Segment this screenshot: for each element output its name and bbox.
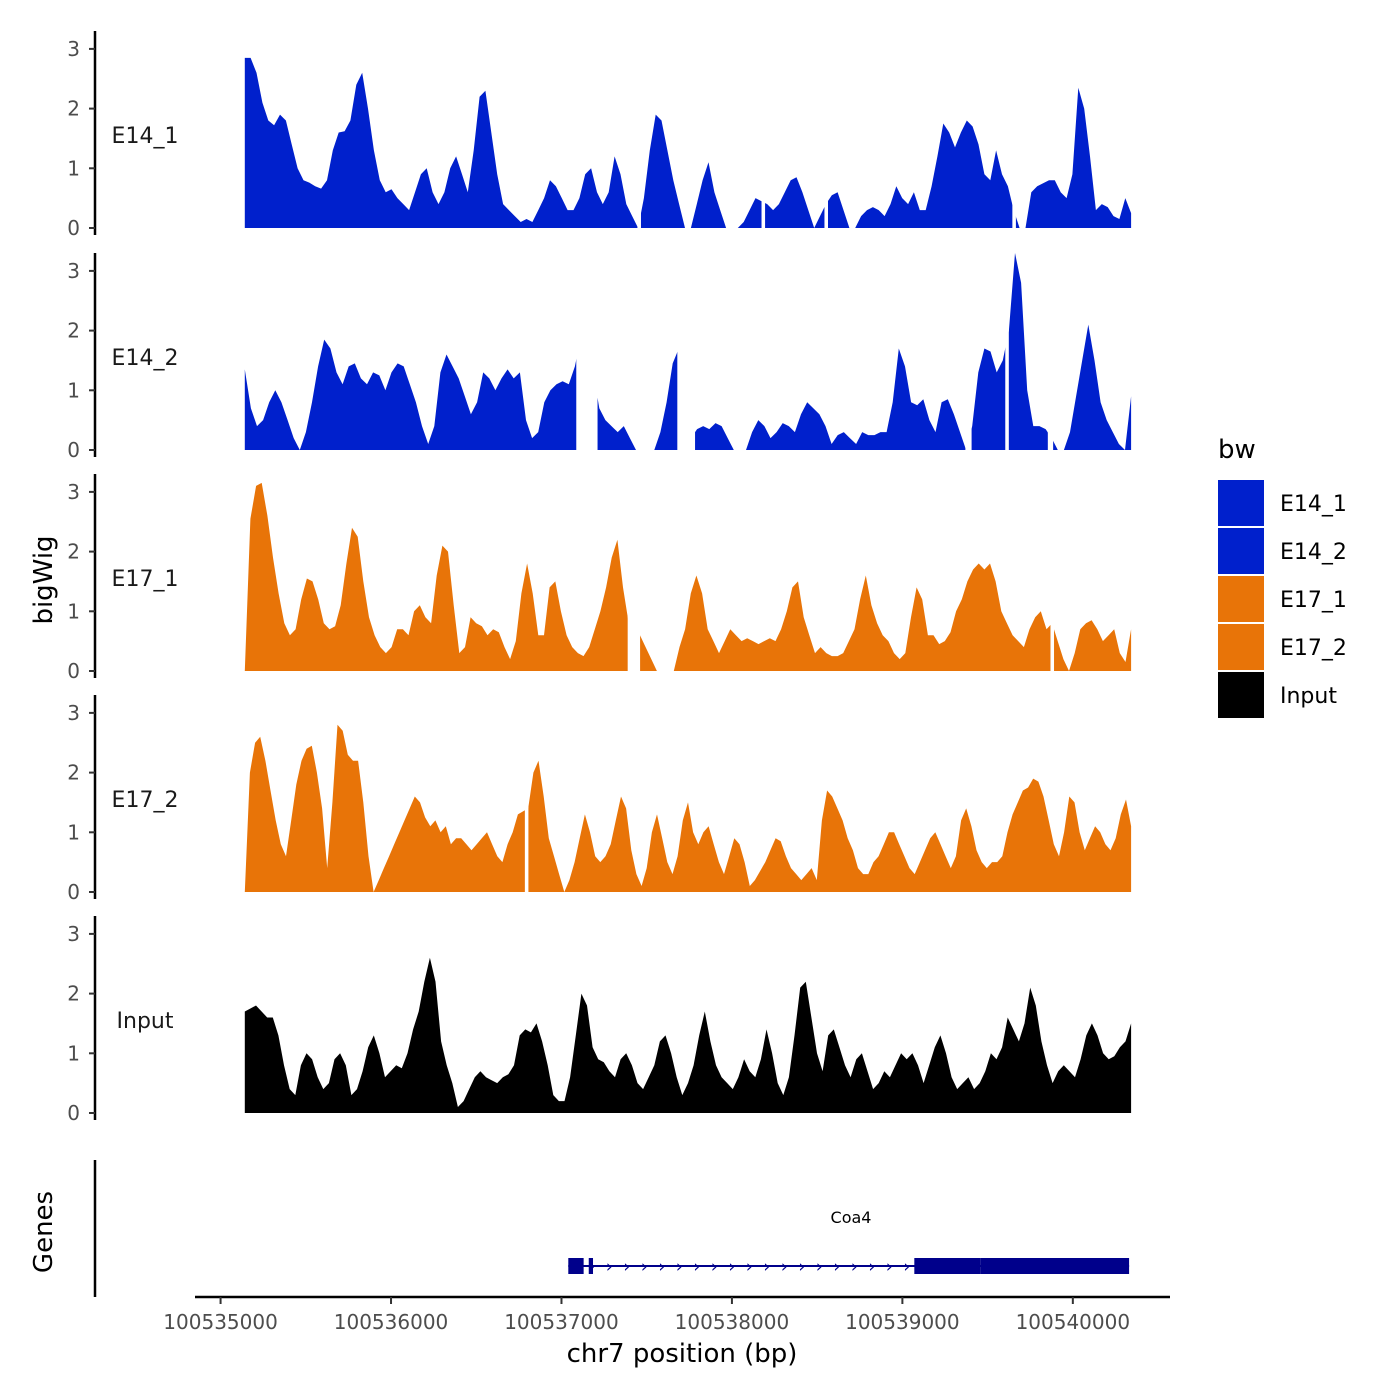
- track-label: E14_2: [112, 346, 179, 371]
- strand-arrow: ›: [798, 1257, 805, 1277]
- gene-exon: [980, 1258, 1130, 1274]
- strand-arrow: ›: [903, 1257, 910, 1277]
- y-tick-label: 0: [67, 438, 80, 462]
- coverage-gap: [1005, 245, 1009, 451]
- coverage-gap: [677, 245, 696, 451]
- track-label: E17_2: [112, 788, 179, 813]
- strand-arrow: ›: [851, 1257, 858, 1277]
- y-tick-label: 1: [67, 599, 80, 623]
- gene-exon: [588, 1258, 594, 1274]
- coverage-gap: [761, 23, 766, 229]
- legend-key-E14_1: [1218, 480, 1264, 526]
- track-E17_2: 0 1 2 3 E17_2: [67, 687, 1132, 904]
- strand-arrow: ›: [868, 1257, 875, 1277]
- legend-title: bw: [1218, 435, 1256, 465]
- x-axis-title: chr7 position (bp): [567, 1339, 798, 1369]
- x-tick-label: 100538000: [675, 1310, 790, 1334]
- y-tick-label: 0: [67, 216, 80, 240]
- gene-label: Coa4: [831, 1208, 872, 1227]
- y-tick-label: 2: [67, 761, 80, 785]
- gene-exon: [914, 1258, 981, 1274]
- track-E14_1: 0 1 2 3 E14_1: [67, 23, 1132, 240]
- coverage-gap: [524, 687, 529, 893]
- y-tick-label: 2: [67, 97, 80, 121]
- coverage-gap: [1050, 466, 1055, 672]
- y-axis-title: bigWig: [29, 535, 59, 624]
- gene-exon: [568, 1258, 584, 1274]
- legend-label: E14_1: [1280, 492, 1347, 517]
- legend-key-E17_2: [1218, 624, 1264, 670]
- y-tick-label: 3: [67, 37, 80, 61]
- coverage-gap: [576, 245, 598, 451]
- y-tick-label: 0: [67, 1101, 80, 1125]
- strand-arrow: ›: [833, 1257, 840, 1277]
- strand-arrow: ›: [693, 1257, 700, 1277]
- y-tick-label: 0: [67, 880, 80, 904]
- strand-arrow: ›: [886, 1257, 893, 1277]
- coverage-gap: [627, 466, 641, 672]
- y-tick-label: 3: [67, 701, 80, 725]
- coverage-gap: [1047, 245, 1054, 451]
- y-tick-label: 0: [67, 659, 80, 683]
- coverage-gap: [824, 23, 828, 229]
- track-E14_2: 0 1 2 3 E14_2: [67, 245, 1132, 462]
- legend-key-E17_1: [1218, 576, 1264, 622]
- signal-area-Input: [244, 957, 1132, 1113]
- y-tick-label: 3: [67, 480, 80, 504]
- track-label: E14_1: [112, 124, 179, 149]
- y-tick-label: 2: [67, 982, 80, 1006]
- strand-arrow: ›: [816, 1257, 823, 1277]
- x-tick-label: 100536000: [334, 1310, 449, 1334]
- strand-arrow: ›: [676, 1257, 683, 1277]
- tracks: 0 1 2 3 E14_1 0 1 2 3 E14_2 0 1 2 3 E17_1 0 1 2 3 E17_2 0 1 2 3…: [67, 23, 1132, 1125]
- legend-key-Input: [1218, 672, 1264, 718]
- legend-label: Input: [1280, 684, 1337, 709]
- track-label: Input: [117, 1009, 174, 1034]
- strand-arrow: ›: [781, 1257, 788, 1277]
- signal-area-E17_1: [244, 482, 1132, 671]
- track-Input: 0 1 2 3 Input: [67, 916, 1132, 1125]
- x-tick-label: 100535000: [163, 1310, 278, 1334]
- strand-arrow: ›: [641, 1257, 648, 1277]
- signal-area-E14_2: [244, 253, 1132, 450]
- legend-label: E14_2: [1280, 540, 1347, 565]
- y-tick-label: 1: [67, 156, 80, 180]
- y-tick-label: 2: [67, 319, 80, 343]
- legend-key-E14_2: [1218, 528, 1264, 574]
- strand-arrow: ›: [658, 1257, 665, 1277]
- coverage-gap: [637, 23, 641, 229]
- strand-arrow: ›: [728, 1257, 735, 1277]
- genes-panel-title: Genes: [29, 1191, 59, 1273]
- x-tick-label: 100537000: [504, 1310, 619, 1334]
- y-tick-label: 2: [67, 540, 80, 564]
- coverage-gap: [965, 245, 972, 451]
- y-tick-label: 1: [67, 378, 80, 402]
- track-E17_1: 0 1 2 3 E17_1: [67, 466, 1132, 683]
- signal-area-E17_2: [244, 724, 1132, 892]
- signal-area-E14_1: [244, 57, 1132, 229]
- x-tick-label: 100540000: [1016, 1310, 1131, 1334]
- x-tick-label: 100539000: [845, 1310, 960, 1334]
- legend: bw E14_1 E14_2 E17_1 E17_2 Input: [1218, 435, 1347, 718]
- legend-label: E17_1: [1280, 588, 1347, 613]
- strand-arrow: ›: [606, 1257, 613, 1277]
- track-label: E17_1: [112, 567, 179, 592]
- x-axis: 100535000 100536000 100537000 100538000 1005…: [163, 1295, 1170, 1334]
- coverage-gap: [1012, 23, 1016, 229]
- genes-panel: ››››››››››››››››››››Coa4: [93, 1160, 1130, 1297]
- strand-arrow: ›: [746, 1257, 753, 1277]
- y-tick-label: 3: [67, 922, 80, 946]
- y-tick-label: 1: [67, 820, 80, 844]
- strand-arrow: ›: [623, 1257, 630, 1277]
- y-tick-label: 1: [67, 1041, 80, 1065]
- strand-arrow: ›: [711, 1257, 718, 1277]
- y-tick-label: 3: [67, 259, 80, 283]
- legend-label: E17_2: [1280, 636, 1347, 661]
- strand-arrow: ›: [763, 1257, 770, 1277]
